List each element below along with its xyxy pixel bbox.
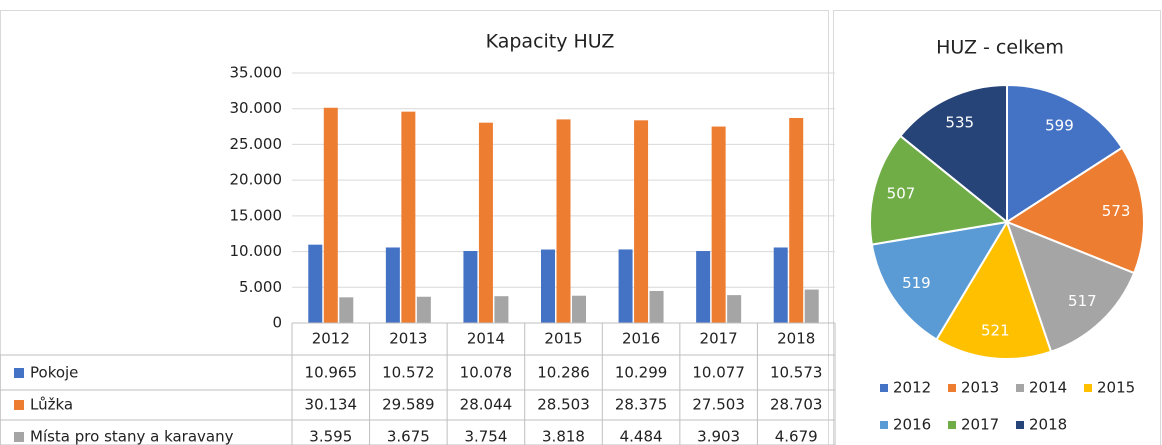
bar — [494, 296, 509, 323]
legend-key — [1016, 384, 1024, 392]
table-value: 4.679 — [775, 428, 818, 445]
y-tick-label: 30.000 — [230, 99, 283, 117]
table-value: 30.134 — [305, 396, 358, 414]
pie-slice — [1005, 220, 1136, 353]
table-value: 10.286 — [537, 364, 590, 382]
bar — [339, 297, 354, 323]
x-tick-label: 2014 — [467, 330, 505, 348]
legend-key — [1016, 421, 1024, 429]
table-value: 10.299 — [615, 364, 668, 382]
bar — [649, 290, 664, 323]
table-value: 3.675 — [387, 428, 430, 445]
pie-slice — [1004, 146, 1145, 275]
table-value: 28.044 — [460, 396, 513, 414]
pie-slice — [899, 83, 1008, 225]
legend-label: 2017 — [961, 416, 999, 434]
pie-slice — [1006, 83, 1124, 224]
bar — [634, 120, 649, 323]
legend-key — [14, 400, 24, 410]
pie-label: 519 — [902, 274, 931, 292]
table-value: 10.573 — [770, 364, 823, 382]
legend-key — [14, 432, 24, 442]
table-value: 10.965 — [305, 364, 358, 382]
x-tick-label: 2017 — [700, 330, 738, 348]
pie-label: 599 — [1045, 116, 1074, 134]
bar — [385, 247, 400, 323]
x-tick-label: 2018 — [777, 330, 815, 348]
bar — [323, 107, 338, 323]
bar — [478, 122, 493, 323]
bar — [572, 295, 586, 323]
legend-key — [1084, 384, 1092, 392]
legend-label: 2015 — [1097, 379, 1135, 397]
table-value: 4.484 — [620, 428, 663, 445]
table-value: 29.589 — [382, 396, 435, 414]
x-tick-label: 2015 — [544, 330, 582, 348]
bar — [618, 249, 633, 323]
bar — [541, 249, 555, 323]
legend-key — [948, 384, 956, 392]
table-value: 3.595 — [309, 428, 352, 445]
legend-label: 2014 — [1029, 379, 1067, 397]
table-value: 10.078 — [460, 364, 513, 382]
bar — [401, 111, 416, 324]
legend-label: Lůžka — [30, 396, 73, 414]
chart-title: HUZ - celkem — [936, 37, 1064, 59]
y-tick-label: 35.000 — [230, 64, 283, 82]
y-tick-label: 15.000 — [230, 206, 283, 224]
legend-key — [880, 384, 888, 392]
table-value: 10.572 — [382, 364, 435, 382]
x-tick-label: 2013 — [389, 330, 427, 348]
y-tick-label: 25.000 — [230, 135, 283, 153]
pie-label: 521 — [981, 321, 1010, 339]
bar — [789, 117, 804, 323]
pie-label: 517 — [1068, 292, 1097, 310]
table-value: 28.503 — [537, 396, 590, 414]
table-value: 3.903 — [697, 428, 740, 445]
table-value: 3.818 — [542, 428, 585, 445]
table-value: 28.703 — [770, 396, 823, 414]
legend-label: 2012 — [893, 379, 931, 397]
legend-label: 2018 — [1029, 416, 1067, 434]
table-value: 28.375 — [615, 396, 668, 414]
bar — [556, 119, 571, 324]
legend-key — [880, 421, 888, 429]
pie-slice — [870, 220, 1009, 341]
pie-label: 535 — [945, 114, 974, 132]
bar — [804, 289, 819, 323]
bar — [727, 295, 742, 323]
table-value: 10.077 — [692, 364, 745, 382]
y-tick-label: 5.000 — [239, 278, 282, 296]
legend-label: 2013 — [961, 379, 999, 397]
x-tick-label: 2012 — [312, 330, 350, 348]
pie-slice — [869, 134, 1010, 246]
bar — [308, 244, 323, 323]
bar — [416, 296, 431, 323]
pie-label: 573 — [1102, 202, 1131, 220]
legend-key — [14, 368, 24, 378]
table-value: 3.754 — [464, 428, 507, 445]
bar — [711, 126, 726, 323]
legend-label: Místa pro stany a karavany — [30, 428, 234, 445]
pie-label: 507 — [887, 185, 916, 203]
y-tick-label: 0 — [272, 314, 282, 332]
table-value: 27.503 — [692, 396, 745, 414]
chart-title: Kapacity HUZ — [486, 31, 615, 53]
y-tick-label: 20.000 — [230, 171, 283, 189]
bar — [773, 247, 788, 323]
y-tick-label: 10.000 — [230, 242, 283, 260]
x-tick-label: 2016 — [622, 330, 660, 348]
legend-key — [948, 421, 956, 429]
bar — [696, 251, 711, 323]
legend-label: 2016 — [893, 416, 931, 434]
bar — [463, 251, 478, 323]
legend-label: Pokoje — [30, 364, 78, 382]
pie-slice — [935, 219, 1053, 360]
